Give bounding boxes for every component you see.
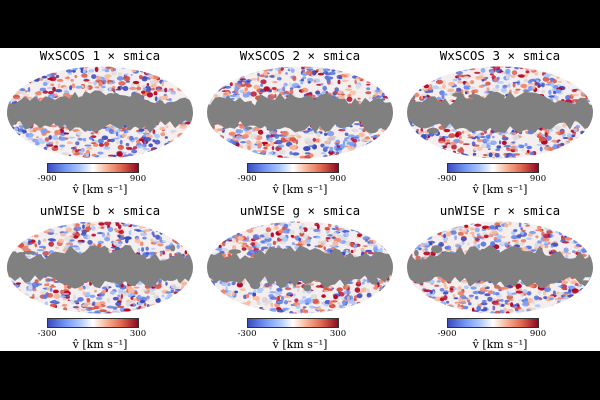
colorbar-label: v̂ [km s⁻¹]	[72, 338, 128, 351]
panel-title: WxSCOS 2 × smica	[239, 48, 361, 63]
colorbar-label: v̂ [km s⁻¹]	[472, 183, 528, 196]
panel-unwise-b: unWISE b × smica -300 300 v̂ [km s⁻¹]	[0, 203, 200, 354]
panel-unwise-r: unWISE r × smica -900 900 v̂ [km s⁻¹]	[400, 203, 600, 354]
colorbar-max-label: 900	[129, 174, 147, 184]
panel-title: WxSCOS 1 × smica	[39, 48, 161, 63]
colorbar-min-label: -900	[37, 174, 57, 184]
panel-wxscos-2: WxSCOS 2 × smica -900 900 v̂ [km s⁻¹]	[200, 48, 400, 199]
figure-canvas: WxSCOS 1 × smica -900 900 v̂ [km s⁻¹] Wx…	[0, 48, 600, 351]
colorbar-label: v̂ [km s⁻¹]	[72, 183, 128, 196]
panel-title: unWISE b × smica	[39, 203, 161, 218]
panel-title: WxSCOS 3 × smica	[439, 48, 561, 63]
colorbar	[447, 318, 539, 328]
colorbar-label: v̂ [km s⁻¹]	[272, 183, 328, 196]
colorbar	[247, 163, 339, 173]
colorbar-min-label: -900	[437, 329, 457, 339]
mollweide-map	[207, 66, 393, 159]
mollweide-map	[207, 221, 393, 314]
colorbar	[447, 163, 539, 173]
colorbar-max-label: 300	[329, 329, 347, 339]
colorbar-min-label: -900	[237, 174, 257, 184]
mollweide-map	[407, 221, 593, 314]
colorbar-label: v̂ [km s⁻¹]	[272, 338, 328, 351]
mollweide-map	[7, 221, 193, 314]
colorbar-max-label: 900	[529, 329, 547, 339]
colorbar	[47, 163, 139, 173]
colorbar-min-label: -900	[437, 174, 457, 184]
panel-title: unWISE r × smica	[439, 203, 561, 218]
panel-unwise-g: unWISE g × smica -300 300 v̂ [km s⁻¹]	[200, 203, 400, 354]
colorbar	[47, 318, 139, 328]
colorbar	[247, 318, 339, 328]
colorbar-label: v̂ [km s⁻¹]	[472, 338, 528, 351]
mollweide-map	[407, 66, 593, 159]
panel-wxscos-1: WxSCOS 1 × smica -900 900 v̂ [km s⁻¹]	[0, 48, 200, 199]
panel-title: unWISE g × smica	[239, 203, 361, 218]
panel-wxscos-3: WxSCOS 3 × smica -900 900 v̂ [km s⁻¹]	[400, 48, 600, 199]
colorbar-max-label: 300	[129, 329, 147, 339]
colorbar-max-label: 900	[529, 174, 547, 184]
colorbar-min-label: -300	[237, 329, 257, 339]
colorbar-min-label: -300	[37, 329, 57, 339]
mollweide-map	[7, 66, 193, 159]
colorbar-max-label: 900	[329, 174, 347, 184]
